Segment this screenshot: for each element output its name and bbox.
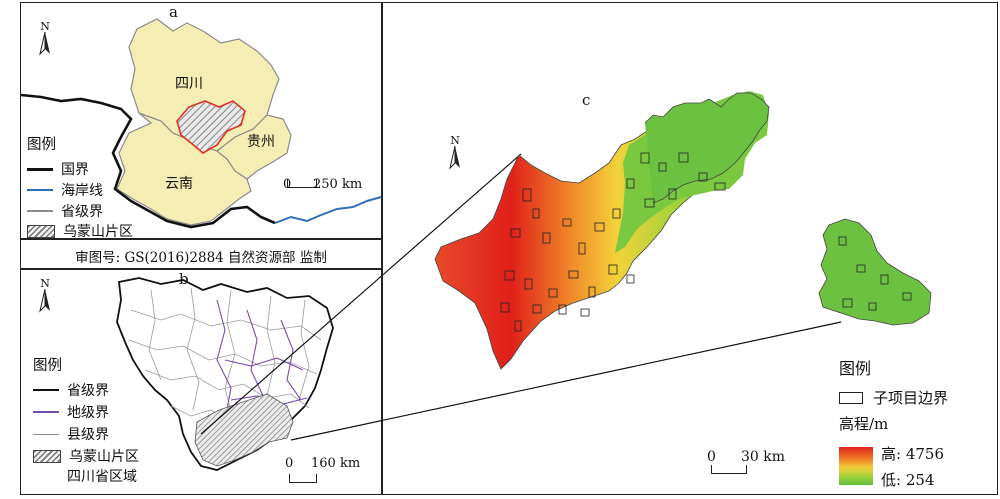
legend-blank-symbol	[33, 471, 59, 482]
elevation-legend-title: 高程/m	[839, 415, 889, 433]
north-arrow-b: N	[35, 277, 55, 313]
elevation-color-ramp	[839, 447, 873, 485]
north-arrow-c: N	[445, 134, 465, 170]
panel-c-elevation-map: c N 0 30 km 图例 子项目边界 高程/m 高: 4756 低: 254	[382, 2, 998, 495]
north-arrow-icon	[39, 31, 50, 56]
legend-line-symbol	[33, 389, 59, 391]
elevation-low-label: 低: 254	[881, 471, 935, 489]
zoom-connector-line-1	[200, 153, 522, 435]
panel-b-sichuan-map: b N 图例 省级界 地级界 县级界 乌蒙山片区 四川省区域 0 160 km	[20, 153, 842, 495]
legend-item-wumeng-area: 乌蒙山片区	[27, 221, 133, 241]
legend-label: 乌蒙山片区	[69, 449, 139, 465]
legend-title-c: 图例	[839, 359, 872, 378]
map-review-stamp: 审图号: GS(2016)2884 自然资源部 监制	[20, 239, 382, 269]
legend-label: 海岸线	[61, 183, 103, 199]
legend-label: 省级界	[67, 383, 109, 399]
legend-item-sub-project-boundary: 子项目边界	[839, 387, 948, 408]
legend-label: 县级界	[67, 427, 109, 443]
scale-bar-c	[711, 465, 747, 474]
province-label-sichuan: 四川	[175, 76, 203, 92]
legend-item-county-border: 县级界	[33, 424, 109, 444]
panel-a-map-graphic	[20, 18, 382, 229]
north-letter: N	[450, 134, 460, 147]
panel-a-location-map: a N 四川 贵州 云南 图例 国界 海岸线 省级界 乌蒙山片区 0 250 k…	[20, 2, 382, 241]
legend-title-b: 图例	[33, 358, 62, 374]
scale-zero-a: 0	[283, 177, 292, 192]
wumeng-area-highlight	[176, 100, 246, 154]
northeast-lobe	[644, 92, 770, 204]
scale-zero-b: 0	[285, 456, 294, 471]
north-letter: N	[40, 20, 50, 33]
east-study-region	[818, 218, 932, 326]
north-arrow-icon	[449, 145, 460, 170]
province-label-guizhou: 贵州	[247, 134, 275, 150]
scale-value-a: 250 km	[313, 177, 363, 192]
legend-title-a: 图例	[27, 137, 56, 153]
legend-line-symbol	[27, 210, 53, 212]
legend-line-symbol	[33, 411, 59, 413]
panel-a-label: a	[169, 3, 178, 21]
legend-item-prefecture-border: 地级界	[33, 402, 109, 422]
legend-hatch-symbol	[33, 449, 61, 463]
wumeng-area-hatch	[194, 393, 294, 467]
legend-item-sichuan-region: 四川省区域	[33, 466, 137, 486]
panel-c-label: c	[582, 91, 591, 109]
elevation-high-label: 高: 4756	[881, 445, 944, 463]
panel-c-map-graphic	[434, 91, 932, 370]
legend-hatch-symbol	[27, 224, 55, 238]
legend-label: 四川省区域	[67, 469, 137, 485]
legend-item-national-border: 国界	[27, 159, 89, 179]
legend-label: 子项目边界	[873, 389, 949, 407]
legend-label: 国界	[61, 162, 89, 178]
legend-item-coastline: 海岸线	[27, 180, 103, 200]
legend-line-symbol	[27, 167, 53, 171]
legend-item-provincial-border: 省级界	[33, 380, 109, 400]
national-border-line	[20, 93, 276, 229]
province-label-yunnan: 云南	[165, 176, 193, 192]
coastline-line	[274, 196, 382, 224]
legend-label: 乌蒙山片区	[63, 224, 133, 240]
north-letter: N	[40, 277, 50, 290]
legend-line-symbol	[33, 433, 59, 435]
scale-bar-b	[289, 474, 317, 483]
panel-b-map-graphic	[116, 153, 842, 471]
scale-zero-c: 0	[707, 449, 716, 465]
sub-project-boundaries	[500, 152, 912, 332]
legend-line-symbol	[27, 189, 53, 191]
legend-item-wumeng-area: 乌蒙山片区	[33, 446, 139, 466]
scale-bar-a	[287, 179, 317, 188]
north-arrow-icon	[39, 288, 50, 313]
legend-item-provincial-border: 省级界	[27, 201, 103, 221]
review-number-text: 审图号: GS(2016)2884 自然资源部 监制	[75, 250, 327, 266]
scale-value-b: 160 km	[311, 456, 361, 471]
legend-label: 省级界	[61, 204, 103, 220]
legend-box-symbol	[839, 391, 863, 404]
panel-b-label: b	[179, 270, 189, 288]
scale-value-c: 30 km	[741, 449, 786, 465]
legend-label: 地级界	[67, 405, 109, 421]
north-arrow-a: N	[35, 20, 55, 56]
